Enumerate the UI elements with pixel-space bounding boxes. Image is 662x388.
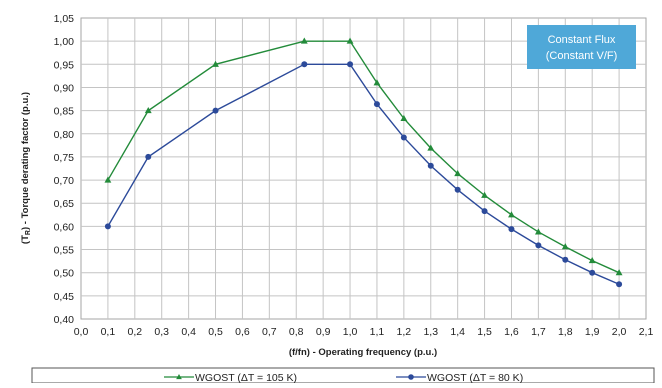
data-point <box>454 169 462 177</box>
x-axis-ticks: 0,0 0,1 0,2 0,3 0,4 0,5 0,6 0,7 0,8 0,9 1,0 1,1 1,2 1… <box>74 326 654 338</box>
data-point <box>454 186 461 193</box>
y-tick-label: 0,50 <box>54 268 75 280</box>
data-point <box>104 176 112 183</box>
y-axis-ticks: 0,40 0,45 0,50 0,55 0,60 0,65 0,70 0,75 0,80 0,85… <box>54 13 75 326</box>
y-tick-label: 0,40 <box>54 314 75 326</box>
data-point <box>346 37 354 44</box>
data-point <box>145 153 152 160</box>
y-axis-title: (TR) - Torque derating factor (p.u.) <box>20 92 32 244</box>
y-tick-label: 0,65 <box>54 198 75 210</box>
data-point <box>300 37 308 44</box>
data-point <box>400 114 408 122</box>
x-tick-label: 1,0 <box>343 326 358 338</box>
data-point <box>535 242 542 249</box>
data-point <box>615 269 623 276</box>
data-point <box>589 269 596 276</box>
x-tick-label: 1,1 <box>370 326 385 338</box>
y-axis-title-main: (T <box>20 235 31 244</box>
data-point <box>561 243 569 250</box>
data-point <box>212 60 219 67</box>
legend-label-105k: WGOST (ΔT = 105 K) <box>195 372 297 383</box>
x-tick-label: 1,5 <box>477 326 492 338</box>
data-point <box>373 101 380 108</box>
x-tick-label: 1,3 <box>423 326 438 338</box>
x-axis-title: (f/fn) - Operating frequency (p.u.) <box>289 347 437 358</box>
x-tick-label: 0,2 <box>128 326 143 338</box>
x-tick-label: 1,8 <box>558 326 573 338</box>
x-tick-label: 2,0 <box>612 326 627 338</box>
data-point <box>562 256 569 263</box>
data-point <box>427 144 435 151</box>
series-group <box>104 37 623 288</box>
x-tick-label: 0,8 <box>289 326 304 338</box>
x-tick-label: 1,6 <box>504 326 519 338</box>
data-point <box>481 208 488 215</box>
y-tick-label: 0,80 <box>54 129 75 141</box>
y-tick-label: 0,70 <box>54 175 75 187</box>
legend-frame <box>31 367 655 384</box>
y-tick-label: 0,85 <box>54 106 75 118</box>
data-point <box>400 134 407 141</box>
x-tick-label: 1,7 <box>531 326 546 338</box>
legend-marker-80k <box>408 374 414 380</box>
x-tick-label: 1,9 <box>585 326 600 338</box>
legend: WGOST (ΔT = 105 K) WGOST (ΔT = 80 K) <box>31 367 655 384</box>
x-tick-label: 0,9 <box>316 326 331 338</box>
x-tick-label: 0,7 <box>262 326 277 338</box>
data-point <box>588 257 596 264</box>
y-tick-label: 0,90 <box>54 82 75 94</box>
annotation-line-2: (Constant V/F) <box>546 50 618 62</box>
x-tick-label: 0,3 <box>154 326 169 338</box>
data-point <box>144 107 152 114</box>
y-axis-title-rest: ) - Torque derating factor (p.u.) <box>20 92 31 230</box>
data-point <box>534 228 542 235</box>
annotation-background <box>527 25 636 69</box>
grid-lines <box>81 18 646 319</box>
x-tick-label: 1,4 <box>450 326 465 338</box>
data-point <box>481 191 488 198</box>
x-tick-label: 0,1 <box>101 326 116 338</box>
x-tick-label: 0,0 <box>74 326 89 338</box>
data-point <box>427 162 434 169</box>
annotation-line-1: Constant Flux <box>548 34 616 46</box>
data-point <box>104 223 111 230</box>
legend-label-80k: WGOST (ΔT = 80 K) <box>427 372 523 383</box>
y-tick-label: 0,60 <box>54 221 75 233</box>
data-point <box>508 226 515 233</box>
x-tick-label: 0,4 <box>181 326 196 338</box>
y-tick-label: 1,05 <box>54 13 75 25</box>
y-axis-title-subscript: R <box>25 230 32 235</box>
annotation-box: Constant Flux (Constant V/F) <box>527 25 636 69</box>
y-tick-label: 0,45 <box>54 291 75 303</box>
data-point <box>616 281 623 288</box>
y-tick-label: 0,95 <box>54 59 75 71</box>
y-tick-label: 0,75 <box>54 152 75 164</box>
data-point <box>508 211 515 218</box>
y-tick-label: 0,55 <box>54 245 75 257</box>
data-point <box>301 61 308 68</box>
y-tick-label: 1,00 <box>54 36 75 48</box>
x-tick-label: 0,5 <box>208 326 223 338</box>
x-tick-label: 1,2 <box>397 326 412 338</box>
x-tick-label: 2,1 <box>639 326 654 338</box>
data-point <box>347 61 354 68</box>
x-tick-label: 0,6 <box>235 326 250 338</box>
legend-marker-105k <box>176 374 182 380</box>
data-point <box>212 107 219 114</box>
data-point <box>373 79 381 86</box>
